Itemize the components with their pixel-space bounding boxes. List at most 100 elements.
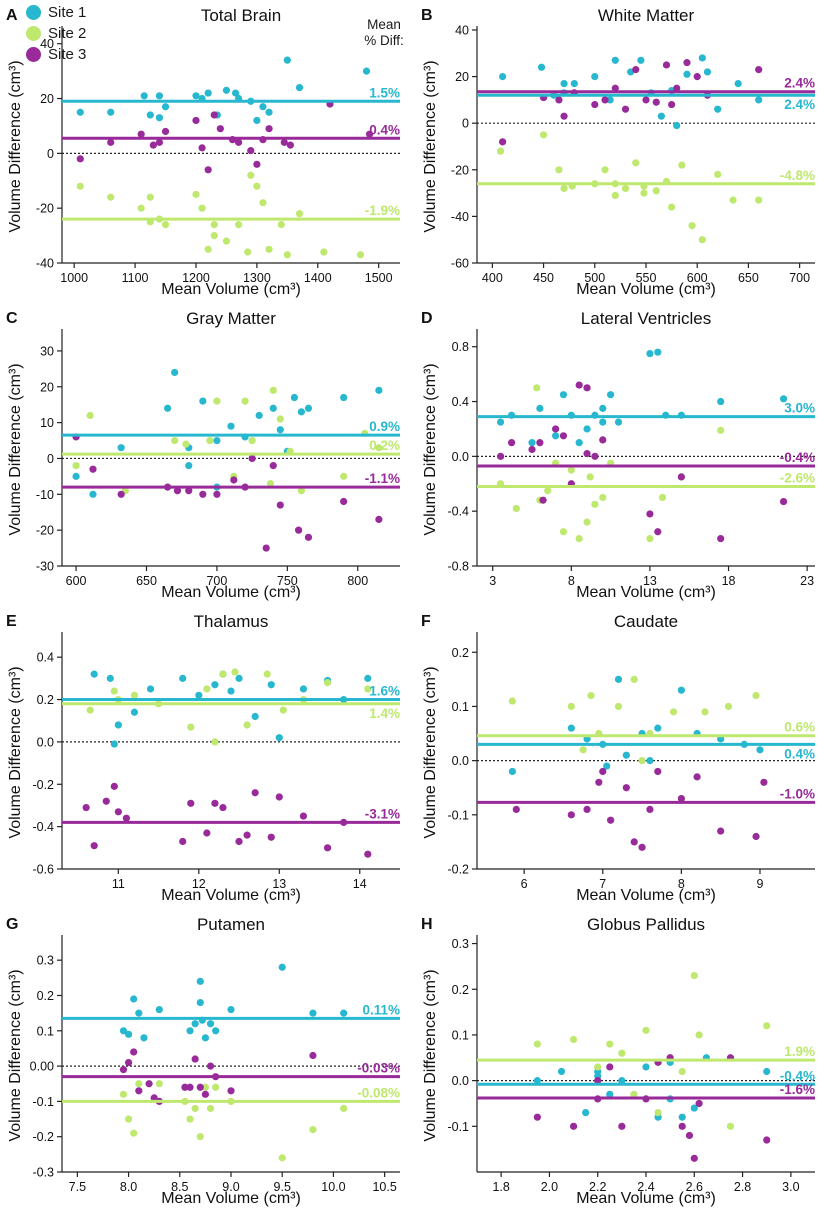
site-1-point bbox=[375, 386, 383, 394]
site-1-point bbox=[283, 56, 291, 64]
site-1-mean-pct-label: 1.5% bbox=[369, 85, 400, 100]
site-1-point bbox=[637, 56, 645, 64]
site-2-point bbox=[201, 1083, 209, 1091]
site-2-point bbox=[560, 184, 568, 193]
site-1-point bbox=[673, 121, 681, 130]
site-2-point bbox=[277, 221, 285, 229]
site-2-point bbox=[171, 436, 179, 445]
y-tick-label: 0.1 bbox=[37, 1024, 54, 1038]
site-3-point bbox=[683, 59, 691, 67]
y-tick-label: -60 bbox=[451, 257, 469, 271]
site-3-point bbox=[82, 803, 90, 812]
site-1-point bbox=[340, 393, 348, 402]
chart-title: White Matter bbox=[598, 6, 695, 25]
site-1-point bbox=[567, 724, 575, 732]
site-2-point bbox=[717, 426, 725, 434]
site-3-point bbox=[323, 844, 332, 852]
x-tick-label: 1300 bbox=[243, 271, 271, 285]
site-1-point bbox=[146, 111, 154, 119]
site-3-point bbox=[638, 843, 646, 851]
x-tick-label: 7.5 bbox=[69, 1180, 86, 1194]
site-1-point bbox=[618, 1077, 626, 1085]
y-tick-label: 0.00 bbox=[30, 1060, 54, 1074]
site-2-point bbox=[642, 1026, 650, 1034]
site-2-point bbox=[544, 487, 552, 495]
site-3-point bbox=[107, 138, 115, 146]
site-2-mean-pct-label: -0.08% bbox=[357, 1085, 400, 1100]
site-3-point bbox=[150, 1094, 158, 1102]
site-2-point bbox=[187, 723, 195, 731]
y-tick-label: 0.4 bbox=[37, 651, 54, 665]
site-3-mean-pct-label: -1.1% bbox=[365, 471, 400, 486]
site-3-point bbox=[149, 141, 157, 149]
site-1-point bbox=[90, 670, 98, 678]
site-2-point bbox=[586, 473, 594, 481]
site-1-point bbox=[155, 114, 164, 122]
site-1-point bbox=[140, 1034, 148, 1042]
site-1-point bbox=[255, 411, 263, 420]
site-2-point bbox=[244, 248, 252, 256]
site-1-point bbox=[275, 734, 283, 742]
site-1-point bbox=[508, 767, 516, 776]
site-2-point bbox=[222, 237, 231, 245]
x-tick-label: 13 bbox=[272, 877, 286, 891]
site-1-point bbox=[110, 740, 118, 748]
site-2-point bbox=[279, 706, 287, 714]
site-3-point bbox=[760, 778, 768, 786]
y-tick-label: 0.3 bbox=[452, 937, 469, 951]
site-2-point bbox=[340, 472, 348, 480]
site-3-point bbox=[187, 799, 195, 807]
panel-letter: A bbox=[6, 7, 18, 24]
site-2-point bbox=[210, 231, 218, 240]
x-axis-label: Mean Volume (cm³) bbox=[161, 584, 301, 601]
site-2-point bbox=[278, 1154, 286, 1162]
site-2-point bbox=[591, 500, 599, 508]
site-2-point bbox=[364, 685, 372, 693]
site-3-point bbox=[173, 487, 182, 495]
site-1-point bbox=[559, 391, 568, 399]
site-1-point bbox=[362, 67, 371, 75]
plot-e: E Thalamus -0.6 -0.4 -0.2 0.0 0.2 0.4 11 12 13 14 Me… bbox=[6, 612, 400, 904]
site-2-point bbox=[632, 159, 640, 167]
site-3-point bbox=[575, 381, 583, 389]
x-tick-label: 8.5 bbox=[171, 1180, 188, 1194]
site-3-point bbox=[583, 450, 591, 458]
y-tick-label: -0.2 bbox=[32, 1130, 54, 1144]
site-2-point bbox=[606, 1040, 614, 1048]
site-2-point bbox=[690, 971, 698, 980]
site-1-point bbox=[690, 1104, 698, 1112]
site-1-point bbox=[185, 462, 193, 470]
x-tick-label: 600 bbox=[687, 271, 708, 285]
site-3-point bbox=[569, 1122, 578, 1130]
site-2-point bbox=[714, 170, 722, 179]
site-2-point bbox=[204, 245, 212, 253]
site-1-point bbox=[155, 92, 164, 100]
site-3-point bbox=[677, 473, 685, 481]
y-tick-label: -0.6 bbox=[32, 863, 54, 877]
site-3-point bbox=[269, 462, 277, 470]
y-tick-label: -20 bbox=[451, 163, 469, 177]
site-1-point bbox=[734, 79, 742, 88]
mean-diff-header: Mean % Diff: bbox=[354, 17, 414, 49]
site-1-point bbox=[195, 691, 203, 699]
site-1-mean-pct-label: 1.6% bbox=[369, 684, 400, 699]
site-2-point bbox=[283, 251, 291, 259]
site-2-point bbox=[213, 397, 221, 405]
site-3-point bbox=[110, 782, 118, 790]
site-2-point bbox=[646, 534, 654, 543]
site-3-point bbox=[555, 96, 563, 104]
y-tick-label: -0.1 bbox=[447, 808, 469, 822]
site-1-point bbox=[309, 1009, 317, 1017]
site-1-point bbox=[227, 422, 235, 430]
site-1-point bbox=[295, 83, 304, 92]
site-1-point bbox=[201, 1034, 209, 1042]
site-3-point bbox=[280, 138, 288, 146]
site-2-point bbox=[110, 687, 118, 695]
y-tick-label: 0.2 bbox=[452, 646, 469, 660]
site-3-point bbox=[235, 138, 243, 146]
site-1-point bbox=[235, 674, 243, 682]
site-3-point bbox=[299, 812, 308, 820]
site-2-point bbox=[652, 187, 660, 195]
site-3-point bbox=[755, 66, 763, 74]
y-tick-label: -0.4 bbox=[32, 820, 54, 834]
